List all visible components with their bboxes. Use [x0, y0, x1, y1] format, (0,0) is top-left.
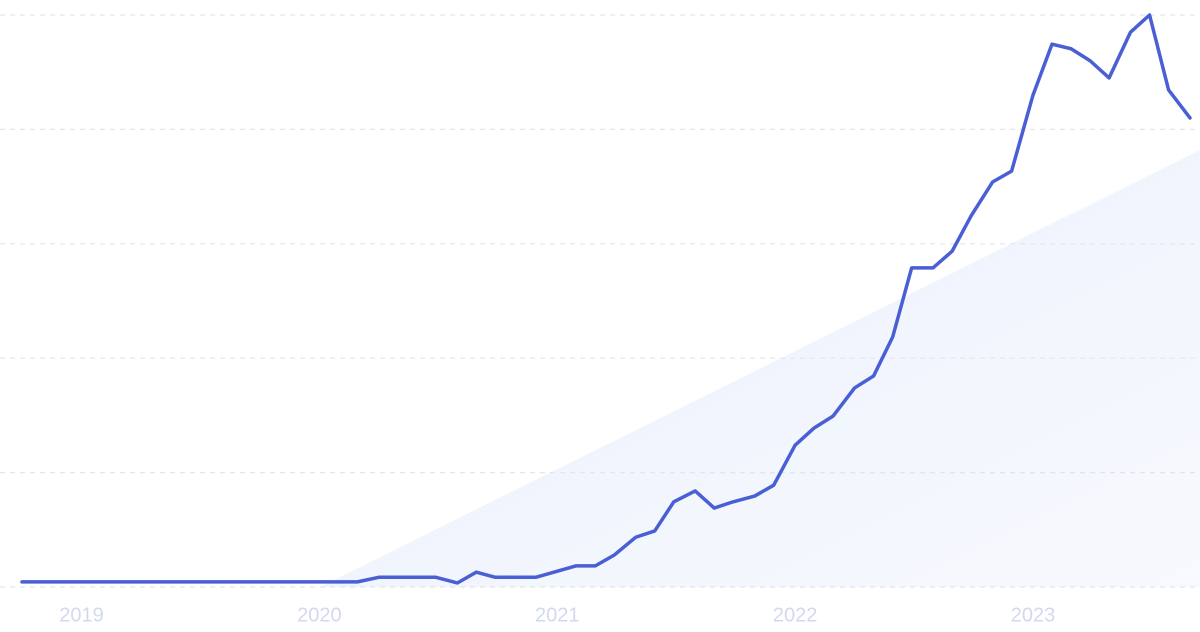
background-shape [320, 150, 1200, 587]
x-tick-label: 2022 [773, 604, 818, 626]
x-tick-label: 2021 [535, 604, 580, 626]
trend-line [20, 13, 1192, 585]
x-tick-label: 2023 [1011, 604, 1056, 626]
x-tick-label: 2019 [59, 604, 104, 626]
x-tick-label: 2020 [297, 604, 342, 626]
